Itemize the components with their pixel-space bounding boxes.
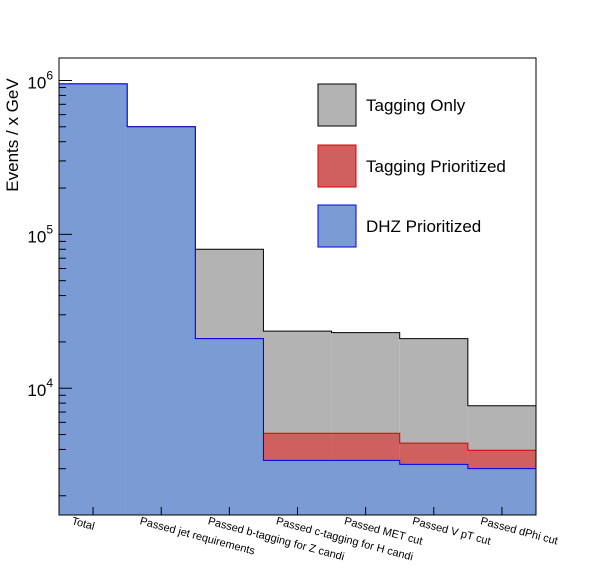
- y-axis-label: Events / x GeV: [3, 78, 22, 192]
- bar-2-3: [263, 460, 332, 515]
- legend: Tagging Only Tagging Prioritized DHZ Prior…: [317, 83, 506, 248]
- y-tick-label-0: 104: [27, 376, 53, 400]
- legend-label: Tagging Only: [366, 96, 466, 115]
- x-tick-label-1: Passed jet requirements: [138, 515, 256, 557]
- legend-label: Tagging Prioritized: [366, 157, 506, 176]
- y-tick-label-1: 105: [27, 222, 53, 246]
- series-2: [58, 83, 537, 516]
- y-tick-exponent: 5: [46, 222, 53, 236]
- y-tick-exponent: 4: [46, 376, 53, 390]
- y-tick-base: 10: [27, 227, 46, 246]
- bar-2-0: [59, 83, 128, 515]
- bar-2-2: [195, 338, 264, 515]
- legend-label: DHZ Prioritized: [366, 217, 481, 236]
- bar-2-1: [127, 126, 196, 516]
- x-tick-label-0: Total: [70, 515, 96, 533]
- axis-ticks: [59, 79, 503, 515]
- legend-swatch: [317, 83, 357, 127]
- x-tick-label-5: Passed V pT cut: [411, 515, 492, 547]
- legend-entry-2: DHZ Prioritized: [317, 204, 481, 248]
- legend-swatch: [317, 144, 357, 188]
- y-tick-label-2: 106: [27, 68, 53, 92]
- y-tick-base: 10: [27, 381, 46, 400]
- bar-2-4: [331, 460, 400, 515]
- histogram-bars: [58, 83, 537, 516]
- legend-swatch: [317, 204, 357, 248]
- bar-2-5: [399, 464, 468, 515]
- x-tick-label-6: Passed dPhi cut: [479, 515, 559, 547]
- series-outline-2: [58, 83, 537, 515]
- y-tick-exponent: 6: [46, 68, 53, 82]
- legend-entry-0: Tagging Only: [317, 83, 466, 127]
- legend-entry-1: Tagging Prioritized: [317, 144, 506, 188]
- y-tick-base: 10: [27, 73, 46, 92]
